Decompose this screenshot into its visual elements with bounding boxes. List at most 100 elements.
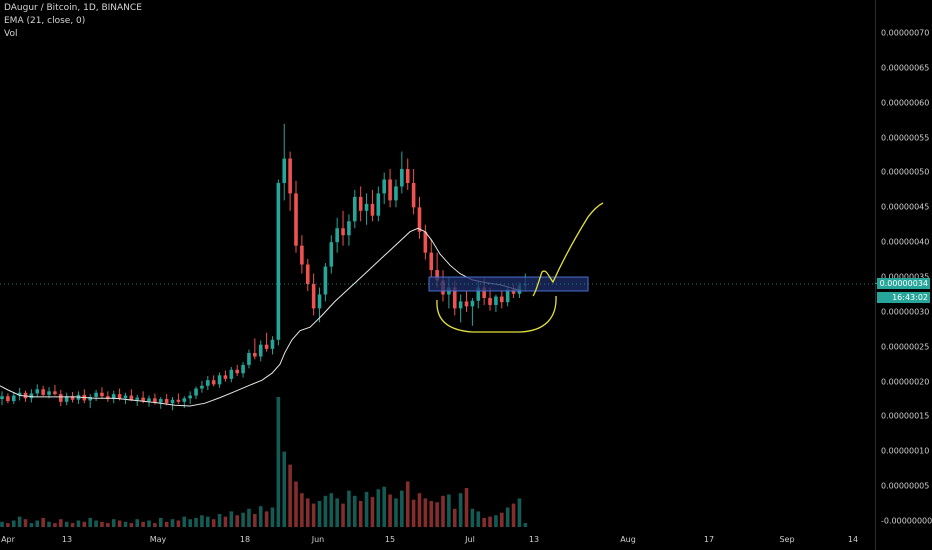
- time-axis-label: Sep: [779, 535, 795, 544]
- volume-bar: [117, 520, 122, 527]
- price-axis-label: 0.00000045: [881, 202, 930, 212]
- candle-body: [364, 203, 369, 211]
- volume-bar: [176, 520, 181, 527]
- price-axis-label: -0.00000000: [881, 516, 932, 526]
- candle-body: [188, 395, 192, 399]
- candle-body: [47, 391, 51, 395]
- volume-bar: [6, 523, 10, 527]
- volume-bar: [370, 497, 375, 527]
- time-axis-label: 18: [239, 535, 251, 544]
- volume-bar: [476, 511, 481, 527]
- volume-bar: [141, 521, 145, 527]
- candle-body: [106, 396, 110, 400]
- volume-bar: [82, 521, 87, 527]
- volume-bar: [0, 521, 4, 527]
- volume-bar: [253, 514, 257, 527]
- volume-bar: [17, 516, 22, 527]
- price-axis-label: 0.00000025: [881, 342, 930, 352]
- volume-bar: [288, 464, 292, 527]
- candle-body: [429, 252, 434, 271]
- volume-bar: [400, 490, 404, 527]
- volume-bar: [470, 508, 475, 527]
- candle-body: [505, 289, 510, 303]
- volume-bar: [364, 491, 369, 527]
- volume-bar: [182, 516, 187, 527]
- candle-body: [41, 389, 45, 395]
- ema-line: [0, 227, 528, 407]
- price-chart[interactable]: [0, 0, 875, 550]
- volume-bar: [111, 519, 116, 527]
- candle-body: [423, 231, 428, 253]
- time-axis-label: 17: [703, 535, 715, 544]
- volume-bar: [70, 523, 75, 527]
- candle-body: [147, 398, 151, 402]
- candle-body: [411, 182, 416, 208]
- candle-body: [264, 344, 269, 349]
- time-axis-label: 13: [528, 535, 540, 544]
- candle-body: [294, 193, 298, 246]
- volume-bar: [329, 493, 334, 527]
- price-axis-label: 0.00000005: [881, 481, 930, 491]
- volume-bar: [382, 486, 386, 527]
- volume-bar: [158, 517, 163, 527]
- volume-bar: [305, 498, 310, 527]
- volume-bar: [394, 498, 398, 527]
- candle-body: [182, 398, 187, 402]
- volume-bar: [147, 520, 151, 527]
- candle-body: [164, 399, 169, 404]
- volume-bar: [511, 503, 516, 527]
- price-axis-label: 0.00000055: [881, 133, 930, 143]
- volume-bar: [458, 493, 463, 527]
- candle-body: [370, 203, 375, 216]
- time-axis-label: Aug: [620, 535, 636, 544]
- volume-bar: [523, 523, 528, 527]
- volume-bar: [235, 515, 239, 527]
- candle-body: [358, 196, 363, 211]
- volume-bar: [323, 495, 328, 527]
- volume-bar: [23, 519, 28, 527]
- volume-bar: [447, 494, 451, 527]
- volume-bar: [41, 517, 45, 527]
- volume-bar: [335, 498, 339, 527]
- candle-body: [153, 398, 157, 403]
- candle-body: [217, 375, 222, 385]
- price-axis-label: 0.00000065: [881, 63, 930, 73]
- candle-body: [253, 353, 257, 357]
- volume-bar: [35, 520, 40, 527]
- volume-bar: [423, 498, 428, 527]
- candle-body: [305, 264, 310, 285]
- volume-bar: [405, 481, 410, 527]
- volume-bar: [429, 501, 434, 527]
- candle-body: [347, 221, 351, 236]
- time-axis-label: 15: [384, 535, 396, 544]
- candle-body: [6, 396, 10, 402]
- candle-body: [29, 393, 34, 399]
- volume-bar: [164, 521, 169, 527]
- volume-bar: [376, 489, 381, 527]
- candle-body: [70, 396, 75, 400]
- candle-body: [135, 397, 140, 400]
- volume-bar: [517, 498, 522, 527]
- volume-bar: [494, 515, 498, 527]
- countdown-badge: 16:43:02: [877, 292, 930, 303]
- candle-body: [317, 294, 322, 309]
- candle-body: [88, 396, 92, 401]
- volume-bar: [200, 515, 204, 527]
- volume-bar: [241, 512, 245, 527]
- candle-body: [235, 369, 239, 374]
- cup-drawing: [436, 295, 557, 333]
- price-axis[interactable]: [875, 0, 932, 550]
- price-axis-label: 0.00000050: [881, 167, 930, 177]
- volume-bar: [100, 521, 104, 527]
- candle-body: [335, 228, 339, 243]
- candle-body: [388, 179, 392, 201]
- candle-body: [241, 364, 245, 374]
- volume-bar: [276, 397, 281, 527]
- time-axis-label: Jun: [311, 535, 325, 544]
- volume-bar: [441, 495, 445, 527]
- volume-bar: [106, 523, 110, 527]
- volume-bar: [135, 519, 140, 527]
- candle-body: [229, 369, 234, 379]
- volume-bar: [170, 519, 175, 527]
